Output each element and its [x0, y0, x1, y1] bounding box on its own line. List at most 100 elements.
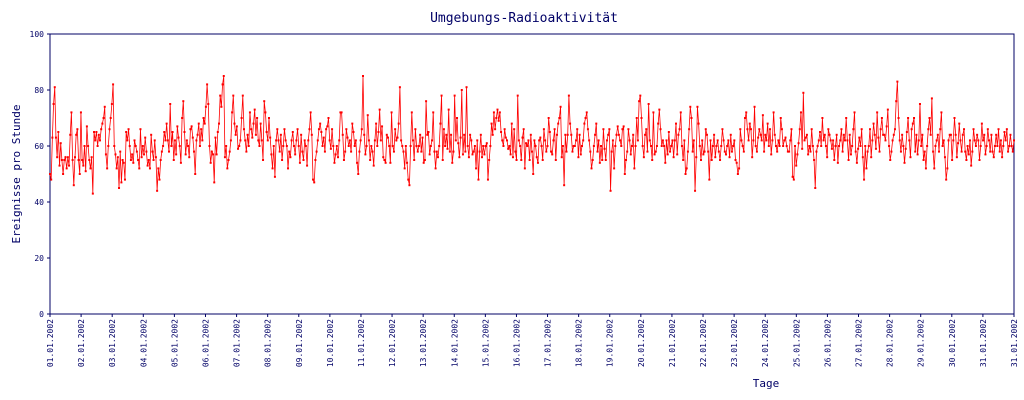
data-point: [246, 133, 249, 136]
data-point: [988, 139, 991, 142]
data-point: [242, 128, 245, 131]
data-point: [998, 150, 1001, 153]
data-point: [802, 91, 805, 94]
data-point: [334, 153, 337, 156]
data-point: [989, 150, 992, 153]
data-point: [456, 117, 459, 119]
data-point: [935, 139, 938, 142]
data-point: [270, 153, 273, 156]
data-point: [81, 159, 84, 161]
data-point: [616, 125, 619, 128]
data-point: [400, 139, 403, 142]
data-point: [156, 189, 159, 192]
data-point: [502, 145, 505, 147]
data-point: [657, 122, 660, 125]
data-point: [844, 139, 846, 142]
x-tick-label: 15.01.2002: [481, 319, 490, 367]
data-point: [397, 122, 400, 125]
data-point: [438, 145, 441, 147]
data-point: [771, 139, 774, 142]
data-point: [506, 139, 509, 142]
data-point: [580, 145, 583, 147]
data-point: [333, 161, 336, 164]
data-point: [322, 136, 325, 139]
data-point: [251, 136, 254, 139]
data-point: [846, 139, 849, 142]
data-point: [319, 122, 322, 125]
data-point: [87, 145, 90, 147]
data-point: [176, 125, 179, 128]
data-point: [314, 159, 317, 161]
x-tick-label: 19.01.2002: [606, 319, 615, 367]
data-point: [178, 145, 181, 147]
data-point: [540, 145, 543, 147]
data-point: [955, 156, 958, 159]
data-point: [901, 133, 904, 136]
data-point: [633, 167, 636, 170]
data-point: [213, 181, 216, 184]
data-point: [259, 122, 262, 125]
data-point: [808, 145, 811, 147]
data-point: [356, 161, 359, 164]
x-tick-label: 03.01.2002: [108, 319, 117, 367]
data-point: [651, 159, 654, 161]
data-point: [603, 147, 606, 150]
data-point: [932, 150, 935, 153]
data-point: [635, 117, 638, 119]
data-point: [661, 139, 664, 142]
data-point: [882, 133, 885, 136]
data-point: [872, 122, 875, 125]
data-point: [541, 159, 544, 161]
data-point: [666, 153, 669, 156]
data-point: [448, 150, 451, 153]
data-point: [926, 145, 929, 147]
data-point: [395, 139, 398, 142]
data-point: [220, 105, 223, 108]
data-point: [610, 150, 613, 153]
data-point: [59, 142, 62, 145]
data-point: [89, 167, 92, 170]
data-point: [290, 139, 293, 142]
data-point: [904, 147, 907, 150]
data-point: [801, 147, 804, 150]
data-point: [891, 139, 894, 142]
data-series: [49, 75, 1015, 195]
data-point: [145, 150, 148, 153]
data-point: [364, 153, 367, 156]
data-point: [658, 108, 661, 111]
data-point: [362, 75, 364, 77]
data-point: [824, 145, 827, 147]
data-point: [536, 161, 539, 164]
x-tick-label: 18.01.2002: [575, 319, 584, 367]
data-point: [863, 178, 866, 181]
data-point: [986, 128, 989, 131]
data-point: [859, 145, 862, 147]
data-point: [107, 145, 110, 147]
data-point: [338, 139, 341, 142]
data-point: [782, 145, 785, 147]
data-point: [234, 133, 237, 136]
data-point: [949, 133, 952, 136]
data-point: [545, 150, 548, 153]
data-point: [241, 94, 244, 97]
data-point: [316, 139, 319, 142]
data-point: [382, 156, 385, 159]
data-point: [916, 153, 919, 156]
data-point: [845, 117, 848, 119]
data-point: [735, 161, 738, 164]
data-point: [1013, 139, 1015, 142]
data-point: [963, 128, 966, 131]
data-point: [999, 139, 1002, 142]
data-point: [874, 147, 877, 150]
data-point: [923, 150, 926, 153]
data-point: [70, 111, 73, 114]
data-point: [777, 139, 780, 142]
data-point: [309, 111, 312, 114]
data-point: [276, 128, 279, 131]
data-point: [611, 139, 614, 142]
data-point: [720, 145, 723, 147]
x-tick-label: 26.01.2002: [823, 319, 832, 367]
data-point: [596, 150, 599, 153]
data-point: [638, 100, 641, 103]
data-point: [972, 128, 975, 131]
